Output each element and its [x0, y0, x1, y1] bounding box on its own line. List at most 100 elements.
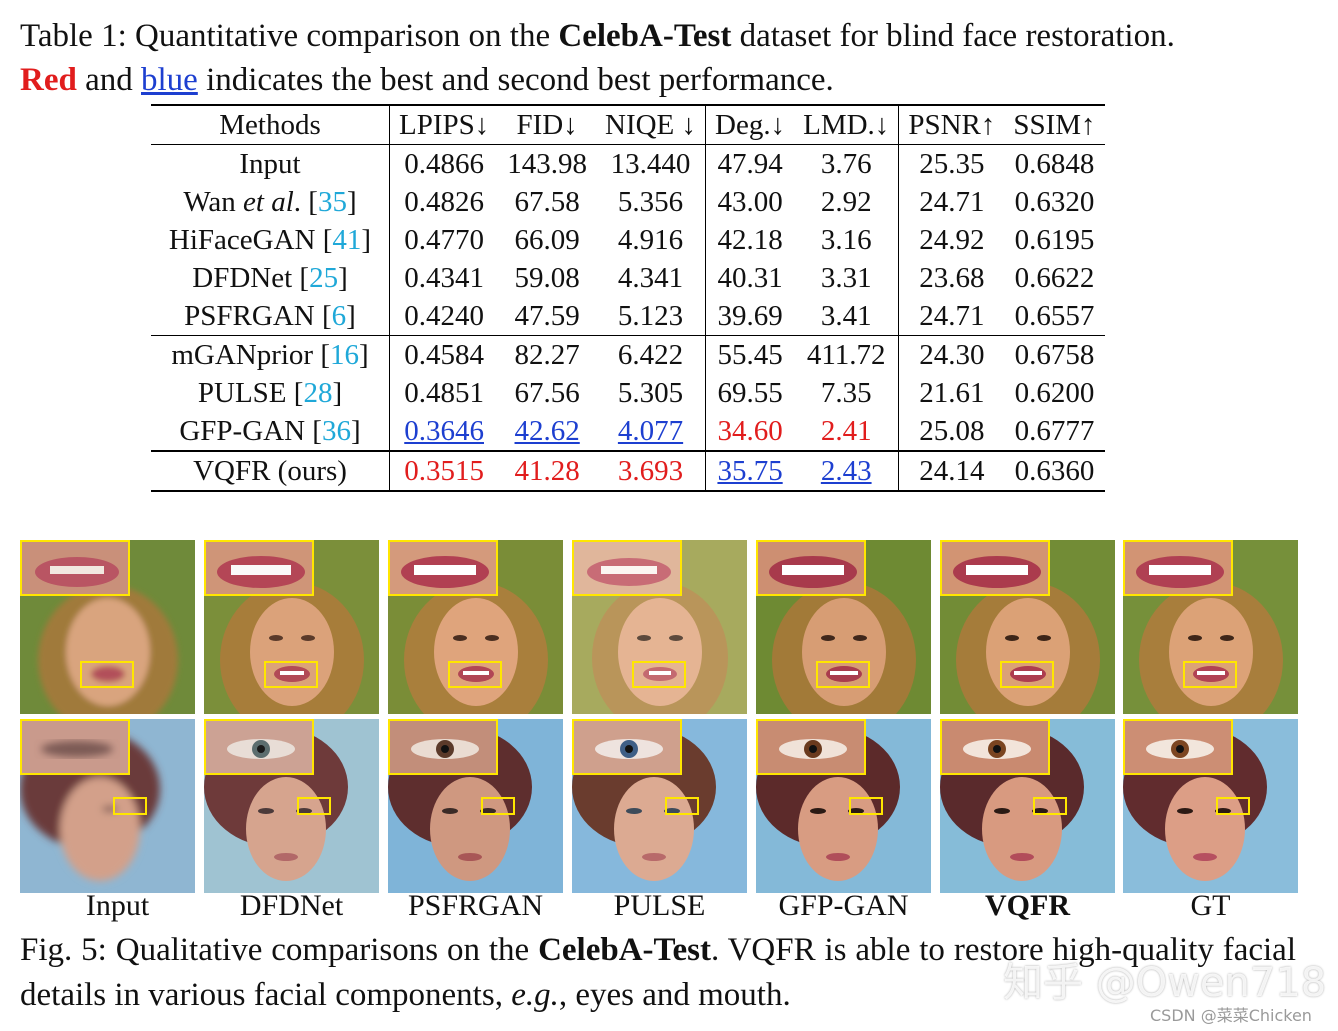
zhihu-watermark: 知乎 @Owen718: [1003, 960, 1327, 1006]
label-input: Input: [85, 889, 150, 922]
value-cell: 0.6195: [1014, 223, 1095, 256]
header-methods: Methods: [151, 105, 390, 145]
fig-caption-prefix: Fig. 5: Qualitative comparisons on the: [20, 932, 539, 968]
caption-suffix: dataset for blind face restoration.: [731, 18, 1175, 54]
value-cell: 69.55: [717, 376, 783, 409]
value-cell: 5.305: [596, 374, 707, 412]
value-cell-best: 0.3515: [404, 454, 484, 487]
label-psfrgan: PSFRGAN: [407, 889, 544, 922]
value-cell: 39.69: [717, 299, 783, 332]
zoom-region-box: [1183, 661, 1237, 688]
value-cell: 24.14: [919, 454, 985, 487]
value-cell: 25.35: [919, 147, 985, 180]
face-image-input-row2: [20, 719, 195, 893]
value-cell: 47.94: [717, 147, 783, 180]
zoom-inset: [572, 540, 682, 596]
results-table: Methods LPIPS↓ FID↓ NIQE ↓ Deg.↓ LMD.↓ P…: [151, 104, 1105, 492]
value-cell: 82.27: [514, 338, 580, 371]
legend-red: Red: [20, 62, 77, 98]
header-psnr: PSNR↑: [908, 108, 996, 141]
value-cell: 0.6557: [1014, 299, 1095, 332]
value-cell: 5.123: [596, 297, 707, 336]
value-cell: 40.31: [717, 261, 783, 294]
zoom-inset: [20, 540, 130, 596]
method-name: Input: [151, 144, 390, 183]
face-image-pulse-row1: [572, 540, 747, 714]
zoom-inset: [388, 719, 498, 775]
zoom-region-box: [816, 661, 870, 688]
value-cell: 0.6200: [1014, 376, 1095, 409]
value-cell: 2.92: [794, 183, 900, 221]
fig-caption-dataset: CelebA-Test: [538, 932, 712, 968]
face-image-psfrgan-row2: [388, 719, 563, 893]
value-cell: 0.4770: [404, 223, 484, 256]
label-vqfr: VQFR: [985, 889, 1070, 922]
value-cell: 0.6758: [1014, 338, 1095, 371]
face-image-dfdnet-row1: [204, 540, 379, 714]
value-cell-best: 34.60: [717, 414, 783, 447]
zoom-inset: [204, 540, 314, 596]
zoom-region-box: [1000, 661, 1054, 688]
value-cell-second: 0.3646: [404, 414, 484, 447]
value-cell: 0.4584: [404, 338, 484, 371]
table-caption: Table 1: Quantitative comparison on the …: [20, 14, 1320, 102]
caption-prefix: Table 1: Quantitative comparison on the: [20, 18, 559, 54]
value-cell: 7.35: [794, 374, 900, 412]
table-row: PULSE [28] 0.4851 67.56 5.305 69.55 7.35…: [151, 374, 1105, 412]
value-cell: 0.6777: [1014, 414, 1095, 447]
citation-link[interactable]: 35: [317, 185, 347, 218]
header-ssim: SSIM↑: [1013, 108, 1096, 141]
label-gt: GT: [1190, 889, 1231, 922]
table-row: GFP-GAN [36] 0.3646 42.62 4.077 34.60 2.…: [151, 412, 1105, 451]
value-cell: 6.422: [596, 335, 707, 374]
value-cell: 43.00: [717, 185, 783, 218]
header-fid: FID↓: [516, 108, 578, 141]
citation-link[interactable]: 41: [332, 223, 362, 256]
value-cell: 0.4240: [404, 299, 484, 332]
zoom-region-box: [1216, 797, 1250, 815]
value-cell: 0.4866: [404, 147, 484, 180]
fig-caption-mid: . VQFR is able to restore high-quality f…: [20, 932, 1296, 1013]
zoom-inset: [756, 719, 866, 775]
value-cell: 24.30: [919, 338, 985, 371]
legend-rest: indicates the best and second best perfo…: [197, 62, 834, 98]
value-cell-second: 35.75: [717, 454, 783, 487]
citation-link[interactable]: 25: [309, 261, 339, 294]
value-cell: 66.09: [514, 223, 580, 256]
citation-link[interactable]: 36: [321, 414, 351, 447]
face-image-vqfr-row1: [940, 540, 1115, 714]
value-cell: 411.72: [794, 335, 900, 374]
table-row: DFDNet [25] 0.4341 59.08 4.341 40.31 3.3…: [151, 259, 1105, 297]
value-cell-second: 42.62: [514, 414, 580, 447]
zoom-region-box: [665, 797, 699, 815]
zoom-region-box: [1033, 797, 1067, 815]
value-cell: 24.71: [919, 299, 985, 332]
fig-caption-end: , eyes and mouth.: [558, 977, 791, 1013]
citation-link[interactable]: 6: [331, 299, 347, 332]
method-name: PULSE [28]: [151, 374, 390, 412]
figure-caption: Fig. 5: Qualitative comparisons on the C…: [20, 928, 1296, 1018]
method-name: HiFaceGAN [41]: [151, 221, 390, 259]
header-deg: Deg.↓: [715, 108, 786, 141]
value-cell: 143.98: [507, 147, 588, 180]
value-cell: 59.08: [514, 261, 580, 294]
method-name: mGANprior [16]: [151, 335, 390, 374]
caption-dataset: CelebA-Test: [558, 18, 732, 54]
citation-link[interactable]: 28: [303, 376, 333, 409]
citation-link[interactable]: 16: [330, 338, 359, 371]
face-image-input-row1: [20, 540, 195, 714]
method-name: VQFR (ours): [151, 451, 390, 491]
label-gfpgan: GFP-GAN: [778, 889, 909, 922]
legend-blue: blue: [141, 62, 198, 98]
method-name: DFDNet [25]: [151, 259, 390, 297]
value-cell: 67.56: [514, 376, 580, 409]
method-name: GFP-GAN [36]: [151, 412, 390, 451]
table-row: Input 0.4866 143.98 13.440 47.94 3.76 25…: [151, 144, 1105, 183]
table-row: HiFaceGAN [41] 0.4770 66.09 4.916 42.18 …: [151, 221, 1105, 259]
face-image-gt-row2: [1123, 719, 1298, 893]
zoom-inset: [20, 719, 130, 775]
face-image-gfpgan-row2: [756, 719, 931, 893]
zoom-region-box: [448, 661, 502, 688]
value-cell: 3.31: [794, 259, 900, 297]
value-cell: 21.61: [919, 376, 985, 409]
